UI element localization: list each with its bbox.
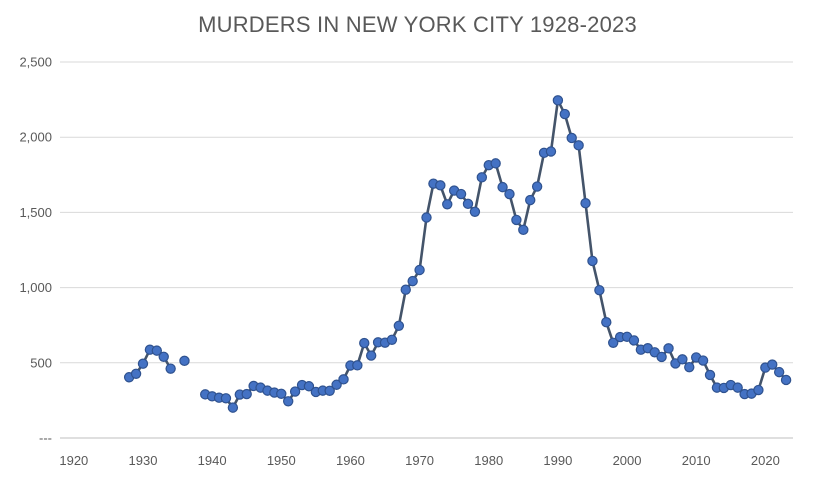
x-axis-tick-labels: 1920 1930 1940 1950 1960 1970 1980 1990 2000 2010… bbox=[59, 453, 779, 468]
x-tick-label: 1920 bbox=[59, 453, 88, 468]
data-point-1986 bbox=[525, 194, 536, 206]
data-point-2009 bbox=[684, 361, 695, 373]
data-point-2006 bbox=[663, 343, 674, 354]
data-point-1954 bbox=[303, 381, 315, 392]
data-point-1932 bbox=[151, 345, 163, 356]
data-point-1961 bbox=[352, 360, 363, 371]
data-point-1984 bbox=[511, 214, 522, 226]
data-point-1973 bbox=[435, 180, 446, 191]
data-point-1998 bbox=[608, 337, 619, 348]
x-tick-label: 2010 bbox=[682, 453, 711, 468]
data-point-1951 bbox=[283, 396, 294, 407]
data-point-2022 bbox=[773, 366, 785, 378]
data-point-1967 bbox=[393, 320, 405, 331]
y-tick-label: 2,500 bbox=[19, 55, 52, 70]
x-tick-label: 1950 bbox=[267, 453, 296, 468]
y-tick-label: 2,000 bbox=[19, 130, 52, 145]
data-point-1968 bbox=[400, 284, 411, 295]
data-point-1934 bbox=[165, 363, 176, 374]
data-point-1943 bbox=[227, 402, 239, 413]
data-point-1966 bbox=[386, 334, 398, 345]
data-point-2011 bbox=[697, 355, 709, 366]
data-point-2005 bbox=[656, 351, 667, 363]
data-point-1969 bbox=[407, 275, 418, 287]
data-point-1963 bbox=[365, 350, 377, 361]
data-point-1950 bbox=[276, 388, 287, 399]
data-point-1981 bbox=[490, 158, 501, 169]
data-point-1994 bbox=[580, 198, 591, 209]
x-tick-label: 1940 bbox=[198, 453, 227, 468]
data-point-1929 bbox=[130, 368, 142, 379]
data-point-2016 bbox=[732, 382, 743, 393]
y-axis-tick-labels: --- 500 1,000 1,500 2,000 2,500 bbox=[19, 55, 52, 446]
data-point-2012 bbox=[704, 369, 716, 381]
data-point-1982 bbox=[497, 181, 508, 193]
x-tick-label: 1980 bbox=[474, 453, 503, 468]
data-point-1936 bbox=[179, 355, 190, 367]
data-point-2008 bbox=[677, 354, 688, 365]
x-tick-label: 1970 bbox=[405, 453, 434, 468]
data-point-1997 bbox=[601, 316, 612, 328]
data-point-1995 bbox=[587, 255, 598, 267]
data-point-1993 bbox=[573, 140, 584, 151]
data-point-2023 bbox=[780, 374, 792, 386]
y-tick-label: 1,000 bbox=[19, 280, 52, 295]
data-point-2001 bbox=[628, 335, 640, 346]
y-tick-label: --- bbox=[39, 431, 52, 446]
chart-title: MURDERS IN NEW YORK CITY 1928-2023 bbox=[198, 12, 637, 37]
data-point-1930 bbox=[137, 358, 149, 369]
series-lines bbox=[127, 99, 788, 409]
data-point-1996 bbox=[594, 284, 605, 296]
y-tick-label: 1,500 bbox=[19, 205, 52, 220]
data-point-1987 bbox=[531, 181, 543, 192]
y-tick-label: 500 bbox=[30, 355, 52, 370]
data-point-2019 bbox=[753, 384, 764, 396]
series-markers bbox=[123, 95, 792, 413]
data-point-1962 bbox=[359, 337, 370, 349]
data-point-1958 bbox=[331, 379, 342, 390]
data-point-1983 bbox=[504, 188, 515, 200]
data-point-1992 bbox=[566, 132, 577, 144]
data-point-1942 bbox=[220, 393, 232, 404]
x-tick-label: 1990 bbox=[543, 453, 572, 468]
data-point-1991 bbox=[559, 108, 571, 120]
x-tick-label: 2020 bbox=[751, 453, 780, 468]
data-point-2021 bbox=[767, 359, 778, 370]
data-point-1945 bbox=[241, 388, 252, 400]
data-point-1970 bbox=[414, 264, 425, 276]
data-point-1974 bbox=[442, 199, 453, 210]
data-point-1959 bbox=[338, 374, 349, 385]
x-tick-label: 2000 bbox=[613, 453, 642, 468]
x-tick-label: 1960 bbox=[336, 453, 365, 468]
data-point-1985 bbox=[518, 224, 529, 236]
data-point-1989 bbox=[545, 146, 557, 157]
grid-lines bbox=[60, 61, 793, 439]
data-point-1977 bbox=[462, 198, 474, 210]
data-point-1957 bbox=[324, 385, 335, 396]
data-point-1933 bbox=[158, 351, 169, 362]
data-point-1978 bbox=[469, 206, 481, 217]
x-tick-label: 1930 bbox=[129, 453, 158, 468]
data-point-1979 bbox=[476, 172, 488, 183]
data-point-1976 bbox=[455, 188, 467, 200]
data-point-1990 bbox=[552, 95, 564, 106]
data-point-1971 bbox=[421, 212, 432, 223]
data-point-1952 bbox=[289, 386, 301, 397]
